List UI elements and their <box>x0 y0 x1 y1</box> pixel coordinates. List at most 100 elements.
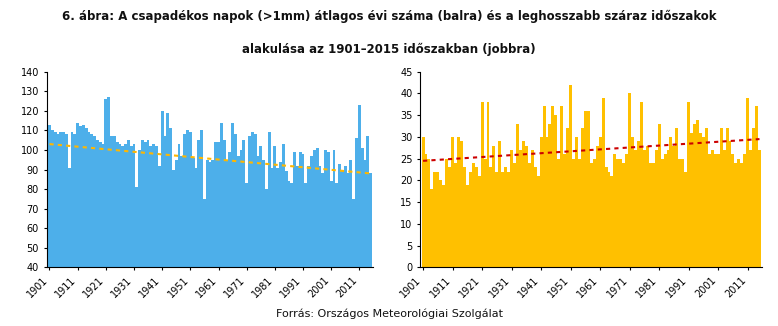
Bar <box>501 172 504 267</box>
Bar <box>540 137 542 267</box>
Bar <box>132 144 135 326</box>
Bar <box>327 152 330 326</box>
Bar <box>711 150 713 267</box>
Bar <box>90 134 93 326</box>
Bar <box>513 163 516 267</box>
Bar <box>611 176 613 267</box>
Bar <box>51 130 54 326</box>
Bar <box>299 152 302 326</box>
Bar <box>708 154 711 267</box>
Bar <box>147 140 149 326</box>
Bar <box>194 168 198 326</box>
Bar <box>209 162 212 326</box>
Bar <box>499 141 501 267</box>
Bar <box>321 173 324 326</box>
Bar <box>731 154 734 267</box>
Bar <box>203 199 206 326</box>
Bar <box>347 173 349 326</box>
Bar <box>626 154 628 267</box>
Bar <box>687 102 690 267</box>
Bar <box>262 160 265 326</box>
Bar <box>693 124 696 267</box>
Bar <box>587 111 590 267</box>
Bar <box>496 172 499 267</box>
Bar <box>475 167 478 267</box>
Bar <box>68 168 71 326</box>
Bar <box>257 156 259 326</box>
Bar <box>581 128 584 267</box>
Bar <box>738 159 741 267</box>
Bar <box>310 156 313 326</box>
Bar <box>682 159 684 267</box>
Bar <box>163 136 166 326</box>
Bar <box>212 160 214 326</box>
Bar <box>361 148 363 326</box>
Bar <box>223 140 226 326</box>
Bar <box>451 137 454 267</box>
Bar <box>555 115 557 267</box>
Bar <box>569 85 572 267</box>
Bar <box>127 140 130 326</box>
Bar <box>206 160 209 326</box>
Bar <box>696 120 699 267</box>
Bar <box>463 167 466 267</box>
Bar <box>622 163 626 267</box>
Bar <box>471 163 475 267</box>
Bar <box>572 159 575 267</box>
Bar <box>628 94 631 267</box>
Bar <box>425 154 427 267</box>
Bar <box>613 154 616 267</box>
Bar <box>302 154 304 326</box>
Bar <box>113 136 116 326</box>
Bar <box>152 144 155 326</box>
Bar <box>596 146 598 267</box>
Bar <box>690 133 693 267</box>
Bar <box>534 167 537 267</box>
Bar <box>664 154 667 267</box>
Bar <box>93 136 96 326</box>
Bar <box>601 98 605 267</box>
Bar <box>341 170 344 326</box>
Bar <box>548 124 552 267</box>
Bar <box>525 146 527 267</box>
Bar <box>433 172 436 267</box>
Bar <box>484 159 486 267</box>
Bar <box>189 132 191 326</box>
Bar <box>637 141 640 267</box>
Bar <box>296 166 299 326</box>
Bar <box>316 148 318 326</box>
Bar <box>175 160 177 326</box>
Bar <box>198 140 200 326</box>
Bar <box>184 134 186 326</box>
Bar <box>358 105 361 326</box>
Bar <box>758 150 761 267</box>
Bar <box>349 160 352 326</box>
Bar <box>734 163 738 267</box>
Bar <box>243 140 245 326</box>
Bar <box>135 187 138 326</box>
Bar <box>557 159 560 267</box>
Bar <box>248 136 251 326</box>
Bar <box>598 137 601 267</box>
Bar <box>76 123 79 326</box>
Bar <box>79 126 82 326</box>
Bar <box>234 134 237 326</box>
Bar <box>141 140 144 326</box>
Bar <box>657 124 661 267</box>
Bar <box>71 132 73 326</box>
Bar <box>245 183 248 326</box>
Bar <box>240 150 243 326</box>
Bar <box>713 154 717 267</box>
Bar <box>276 168 279 326</box>
Bar <box>519 150 522 267</box>
Bar <box>200 130 203 326</box>
Bar <box>366 136 370 326</box>
Bar <box>578 159 581 267</box>
Bar <box>608 172 611 267</box>
Bar <box>741 163 743 267</box>
Bar <box>678 159 682 267</box>
Bar <box>427 159 430 267</box>
Bar <box>746 98 749 267</box>
Bar <box>566 128 569 267</box>
Bar <box>454 163 457 267</box>
